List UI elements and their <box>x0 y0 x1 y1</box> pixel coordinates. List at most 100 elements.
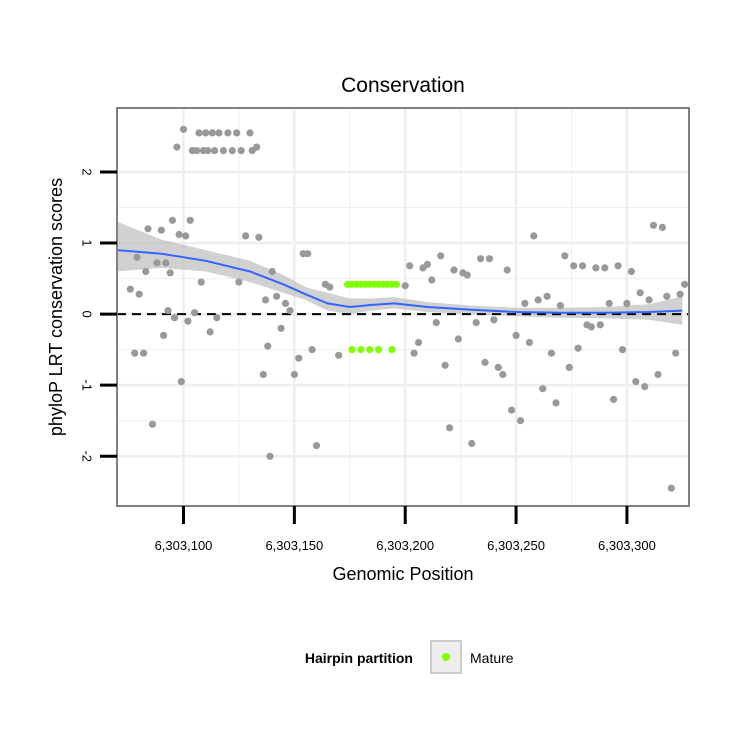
y-axis: -2 -1 0 1 2 <box>80 168 117 462</box>
point-other-105 <box>579 262 587 270</box>
point-other-112 <box>610 395 618 403</box>
point-other-24 <box>191 309 199 317</box>
point-other-117 <box>632 378 640 386</box>
point-other-43 <box>246 129 254 137</box>
point-other-98 <box>547 349 556 357</box>
point-other-57 <box>295 354 303 362</box>
point-other-20 <box>182 232 190 240</box>
point-other-67 <box>410 349 418 357</box>
point-other-66 <box>406 262 414 270</box>
point-mature-13 <box>357 346 365 354</box>
point-other-111 <box>605 299 613 307</box>
point-other-124 <box>663 292 671 300</box>
point-other-119 <box>641 383 649 391</box>
point-other-9 <box>157 226 165 234</box>
point-other-35 <box>215 129 223 137</box>
point-other-128 <box>681 280 689 288</box>
point-other-107 <box>587 323 596 331</box>
point-other-0 <box>126 285 134 293</box>
point-other-61 <box>312 442 321 450</box>
point-other-8 <box>153 259 161 267</box>
point-other-56 <box>290 370 298 379</box>
point-other-115 <box>623 299 631 307</box>
point-mature-12 <box>348 346 356 354</box>
y-tick-label-0: -2 <box>80 450 95 462</box>
point-other-16 <box>173 143 181 151</box>
point-other-50 <box>266 452 274 460</box>
point-other-122 <box>654 370 662 379</box>
panel-border <box>116 107 690 507</box>
point-other-6 <box>144 225 152 233</box>
point-other-110 <box>601 264 609 272</box>
chart-title: Conservation <box>341 74 465 97</box>
y-tick-label-2: 0 <box>80 310 95 317</box>
point-other-5 <box>142 267 150 276</box>
point-other-68 <box>414 338 423 347</box>
point-other-42 <box>242 232 250 240</box>
point-other-118 <box>636 289 644 297</box>
legend-title: Hairpin partition <box>305 650 413 666</box>
point-other-99 <box>552 399 560 407</box>
point-other-46 <box>255 233 263 241</box>
point-other-4 <box>140 349 148 357</box>
point-other-21 <box>184 317 192 325</box>
point-other-18 <box>177 378 185 386</box>
legend-label-mature: Mature <box>470 650 514 666</box>
point-other-11 <box>162 259 170 267</box>
point-other-38 <box>228 147 236 155</box>
point-other-17 <box>175 230 183 239</box>
point-other-45 <box>253 143 261 151</box>
point-other-83 <box>481 358 489 366</box>
point-other-74 <box>441 361 449 369</box>
point-other-27 <box>197 278 205 286</box>
x-tick-label-3: 6,303,250 <box>487 538 545 553</box>
point-other-97 <box>543 292 551 300</box>
point-other-94 <box>530 232 538 240</box>
x-axis-title: Genomic Position <box>332 564 473 584</box>
point-other-79 <box>463 271 471 279</box>
point-other-31 <box>206 328 214 336</box>
point-other-116 <box>627 267 636 276</box>
y-tick-label-1: -1 <box>80 379 95 391</box>
point-other-15 <box>171 314 179 322</box>
point-other-86 <box>494 363 502 371</box>
point-other-51 <box>268 267 276 276</box>
point-other-92 <box>521 299 529 307</box>
point-other-40 <box>235 278 243 286</box>
point-other-75 <box>446 424 454 432</box>
y-tick-label-4: 2 <box>80 168 95 175</box>
point-other-19 <box>179 125 188 133</box>
point-other-121 <box>649 221 658 229</box>
point-other-71 <box>428 276 436 284</box>
point-other-85 <box>490 316 498 324</box>
point-other-100 <box>556 302 565 310</box>
x-tick-label-0: 6,303,100 <box>155 538 213 553</box>
point-other-109 <box>596 321 604 329</box>
point-mature-14 <box>366 346 374 354</box>
point-other-12 <box>164 307 172 315</box>
point-other-39 <box>233 129 241 137</box>
point-other-22 <box>186 216 194 224</box>
x-tick-label-4: 6,303,300 <box>598 538 656 553</box>
point-other-120 <box>645 296 653 304</box>
point-other-2 <box>133 253 141 261</box>
point-other-34 <box>213 314 221 322</box>
point-other-30 <box>204 147 212 155</box>
point-other-125 <box>667 484 675 492</box>
point-other-32 <box>208 129 216 137</box>
point-other-114 <box>618 346 627 354</box>
point-other-90 <box>512 331 520 339</box>
point-other-13 <box>166 269 174 277</box>
point-other-70 <box>423 260 431 268</box>
point-other-29 <box>202 129 210 137</box>
point-other-102 <box>565 363 573 371</box>
point-other-55 <box>286 307 294 315</box>
x-tick-label-2: 6,303,200 <box>376 538 434 553</box>
point-other-59 <box>304 250 312 258</box>
point-other-65 <box>401 282 409 290</box>
point-other-1 <box>131 349 139 357</box>
point-other-72 <box>432 319 440 327</box>
point-other-88 <box>503 266 511 274</box>
point-other-48 <box>261 296 270 304</box>
legend-key-mature <box>442 653 450 661</box>
